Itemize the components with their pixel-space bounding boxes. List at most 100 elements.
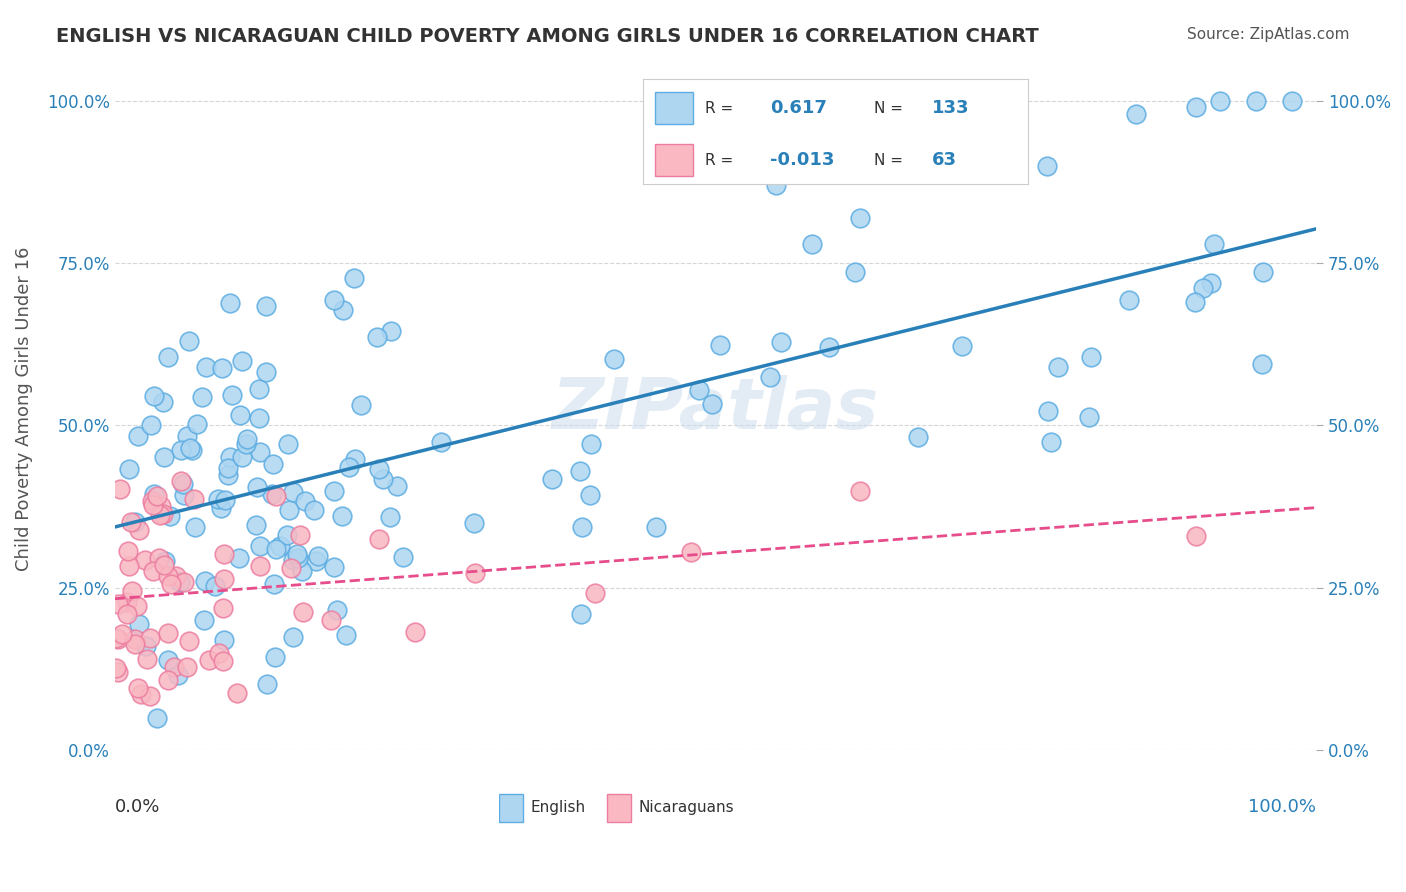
- Point: [319, 613, 342, 627]
- Point: [249, 539, 271, 553]
- Point: [285, 547, 308, 561]
- Point: [245, 481, 267, 495]
- Point: [235, 436, 257, 450]
- Y-axis label: Child Poverty Among Girls Under 16: Child Poverty Among Girls Under 16: [15, 247, 32, 572]
- Point: [231, 450, 253, 464]
- Point: [212, 632, 235, 647]
- Point: [264, 542, 287, 557]
- Point: [291, 605, 314, 619]
- Point: [464, 566, 486, 580]
- Point: [115, 607, 138, 621]
- Point: [378, 509, 401, 524]
- Point: [326, 603, 349, 617]
- Point: [1036, 159, 1059, 173]
- Point: [157, 653, 180, 667]
- Point: [702, 397, 724, 411]
- Point: [1047, 359, 1070, 374]
- Point: [214, 492, 236, 507]
- Point: [818, 340, 841, 354]
- Point: [249, 558, 271, 573]
- Point: [263, 649, 285, 664]
- Point: [194, 574, 217, 589]
- Point: [135, 652, 157, 666]
- Point: [281, 630, 304, 644]
- Point: [211, 600, 233, 615]
- Point: [644, 519, 666, 533]
- Point: [302, 503, 325, 517]
- Point: [262, 487, 284, 501]
- Point: [231, 353, 253, 368]
- Point: [278, 502, 301, 516]
- Point: [323, 484, 346, 499]
- Point: [392, 550, 415, 565]
- Point: [120, 515, 142, 529]
- Point: [583, 586, 606, 600]
- Point: [209, 501, 232, 516]
- Point: [183, 492, 205, 507]
- Point: [152, 395, 174, 409]
- Point: [121, 583, 143, 598]
- Point: [214, 572, 236, 586]
- Point: [173, 488, 195, 502]
- Point: [219, 450, 242, 464]
- Point: [256, 677, 278, 691]
- Point: [217, 468, 239, 483]
- Point: [163, 660, 186, 674]
- Point: [170, 443, 193, 458]
- Point: [1125, 107, 1147, 121]
- Point: [254, 300, 277, 314]
- Point: [105, 631, 128, 645]
- Point: [127, 599, 149, 613]
- Point: [214, 547, 236, 561]
- Point: [463, 516, 485, 530]
- Point: [141, 493, 163, 508]
- Point: [197, 653, 219, 667]
- Point: [107, 597, 129, 611]
- Point: [1202, 236, 1225, 251]
- Point: [385, 479, 408, 493]
- Point: [128, 617, 150, 632]
- Point: [173, 575, 195, 590]
- Point: [848, 211, 870, 225]
- Point: [146, 489, 169, 503]
- Point: [117, 544, 139, 558]
- Point: [380, 325, 402, 339]
- Point: [124, 516, 146, 530]
- Point: [184, 520, 207, 534]
- Point: [579, 437, 602, 451]
- Point: [247, 410, 270, 425]
- Point: [169, 474, 191, 488]
- Point: [263, 576, 285, 591]
- Point: [247, 382, 270, 396]
- Point: [139, 689, 162, 703]
- Point: [166, 667, 188, 681]
- Point: [115, 595, 138, 609]
- Point: [330, 508, 353, 523]
- Point: [281, 553, 304, 567]
- Point: [1199, 277, 1222, 291]
- Point: [343, 270, 366, 285]
- Point: [266, 489, 288, 503]
- Point: [204, 579, 226, 593]
- Point: [569, 464, 592, 478]
- Point: [107, 632, 129, 646]
- Point: [262, 457, 284, 471]
- Point: [709, 338, 731, 352]
- Point: [1251, 357, 1274, 371]
- Point: [579, 488, 602, 502]
- Point: [118, 461, 141, 475]
- Text: 100.0%: 100.0%: [1249, 797, 1316, 815]
- Point: [228, 551, 250, 566]
- Point: [848, 484, 870, 499]
- Point: [111, 627, 134, 641]
- Point: [1244, 94, 1267, 108]
- Point: [541, 472, 564, 486]
- Point: [129, 687, 152, 701]
- Point: [322, 560, 344, 574]
- Point: [145, 710, 167, 724]
- Point: [322, 293, 344, 307]
- Point: [105, 661, 128, 675]
- Point: [281, 485, 304, 500]
- Point: [157, 568, 180, 582]
- Point: [368, 533, 391, 547]
